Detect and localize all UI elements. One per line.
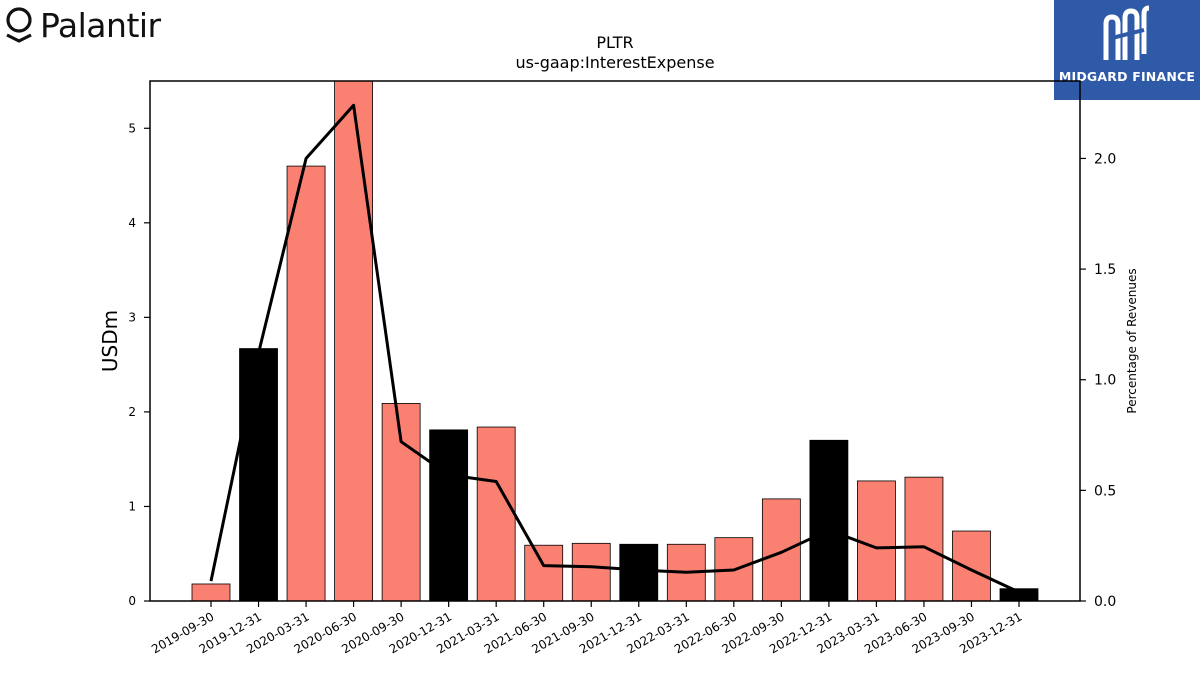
y-axis-label: USDm (98, 310, 122, 372)
palantir-logo: Palantir (4, 4, 174, 46)
midgard-finance-label: MIDGARD FINANCE (1058, 69, 1196, 84)
bar (904, 476, 944, 602)
bar (286, 165, 326, 602)
bar (809, 439, 849, 602)
y2-tick-label: 1.0 (1094, 373, 1116, 389)
brand-name: Palantir (40, 5, 161, 45)
y-tick-label: 4 (128, 216, 136, 230)
bar (857, 480, 896, 602)
series-line (209, 103, 1020, 594)
y-tick-label: 2 (128, 405, 136, 419)
y-tick-label: 3 (128, 310, 136, 324)
palantir-logo-icon (6, 7, 32, 43)
bar (619, 543, 659, 602)
bar (429, 429, 469, 602)
y2-axis-label: Percentage of Revenues (1125, 268, 1139, 413)
plot-frame (149, 80, 1081, 602)
y2-tick-label: 2.0 (1094, 151, 1116, 167)
bar (952, 530, 991, 602)
chart-title: PLTR (596, 33, 633, 52)
bar (571, 542, 611, 602)
bar (334, 80, 373, 602)
midgard-logo-icon (1103, 5, 1150, 60)
bar (524, 544, 564, 602)
bar (191, 583, 231, 602)
bar (476, 426, 516, 602)
y2-tick-label: 0.5 (1094, 483, 1116, 499)
y-tick-label: 5 (128, 121, 136, 135)
bar (239, 348, 278, 602)
y-tick-label: 1 (128, 499, 136, 513)
y-tick-label: 0 (128, 594, 136, 608)
y2-tick-label: 1.5 (1094, 262, 1116, 278)
y2-tick-label: 0.0 (1094, 594, 1116, 610)
midgard-finance-badge: MIDGARD FINANCE (1054, 0, 1200, 100)
chart-subtitle: us-gaap:InterestExpense (515, 53, 714, 72)
bar (761, 498, 801, 602)
